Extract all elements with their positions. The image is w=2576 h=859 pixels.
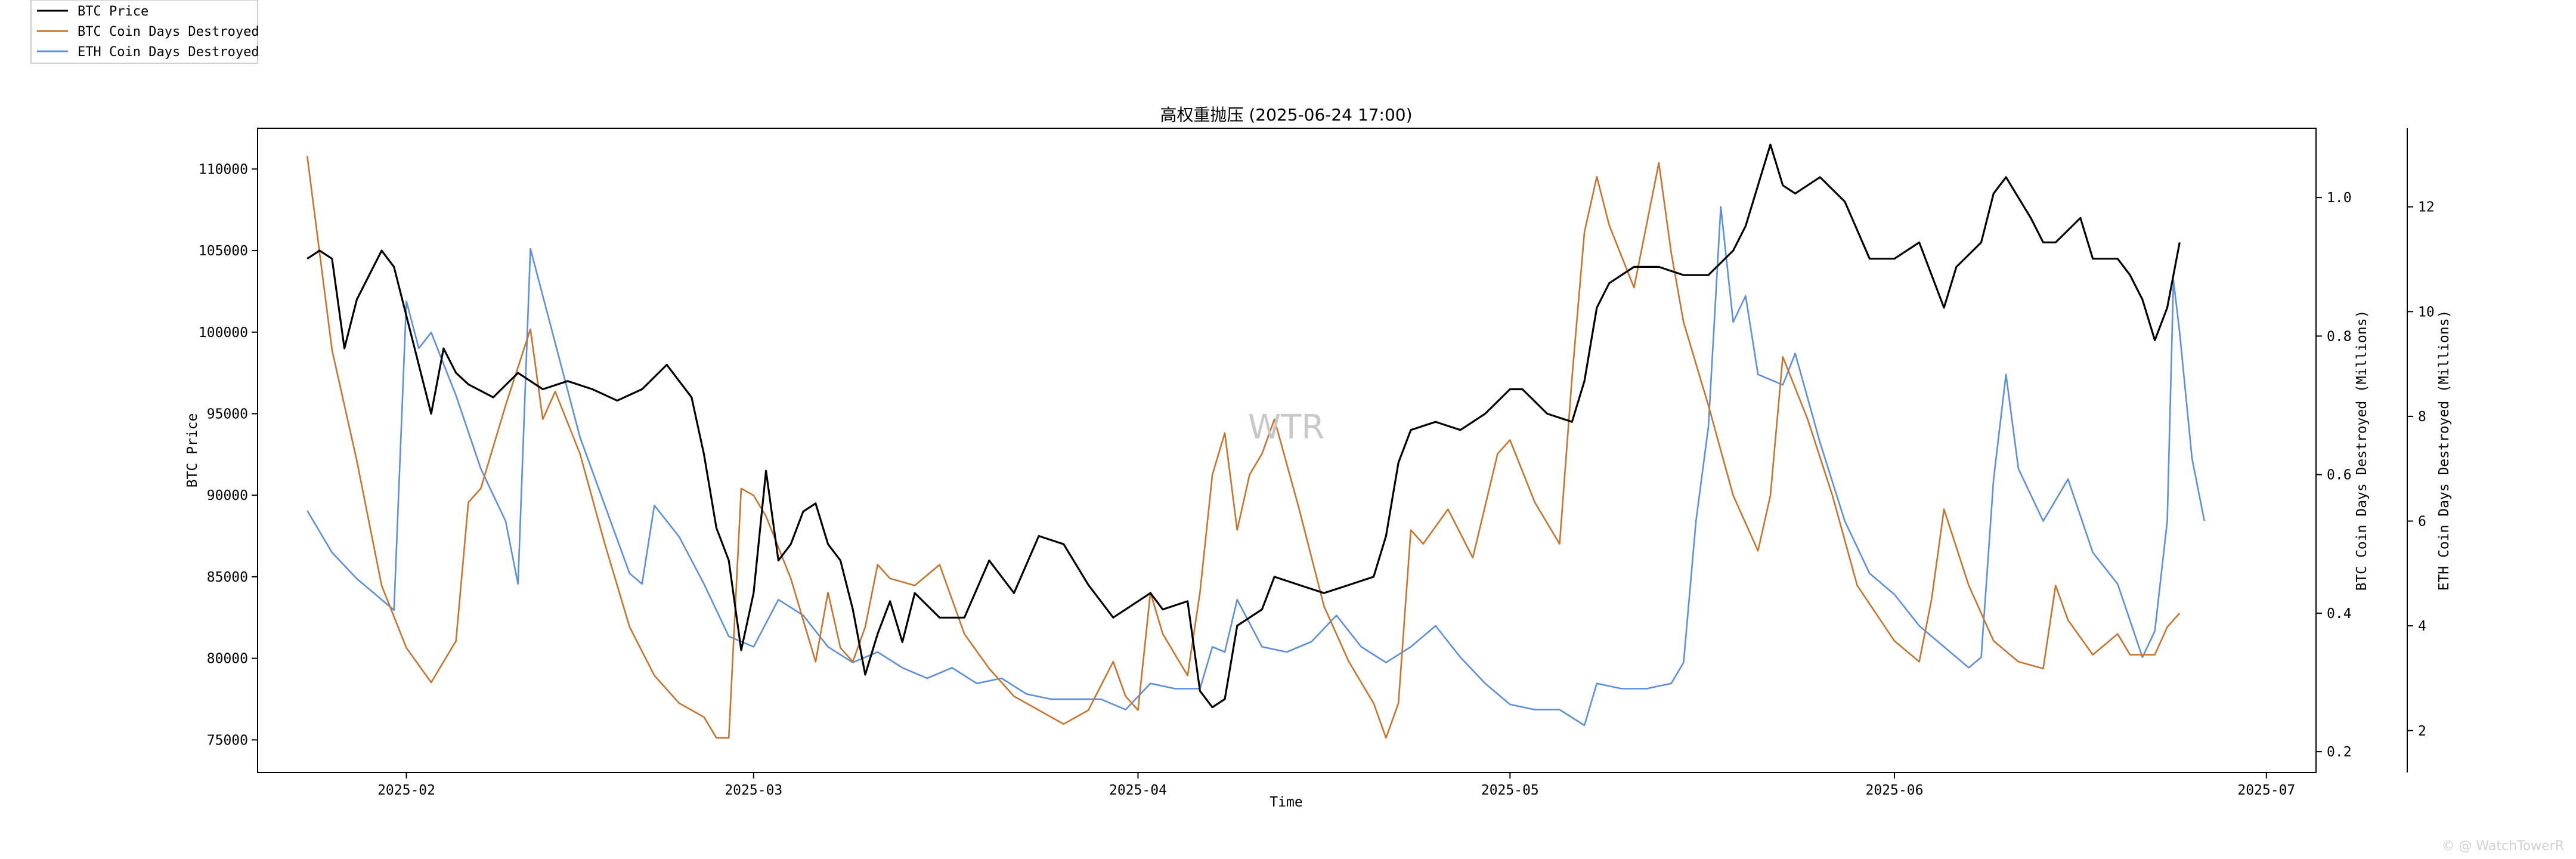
y-tick-label: 4 (2418, 619, 2426, 634)
legend: BTC Price BTC Coin Days Destroyed ETH Co… (30, 0, 259, 64)
x-tick-label: 2025-07 (2237, 783, 2295, 798)
x-tick-label: 2025-05 (1481, 783, 1539, 798)
price-axis-label: BTC Price (185, 413, 200, 488)
y-tick-label: 0.2 (2327, 744, 2352, 760)
series-btc-price-line (306, 143, 2181, 709)
plot-frame (257, 128, 2317, 773)
y-tick-label: 2 (2418, 724, 2426, 739)
y-tick-label: 1.0 (2327, 190, 2352, 206)
y-tick-label: 105000 (199, 243, 248, 259)
legend-frame (30, 0, 258, 64)
x-axis-label: Time (1270, 795, 1302, 810)
legend-label-btc-price: BTC Price (78, 4, 148, 19)
legend-label-eth-cdd: ETH Coin Days Destroyed (78, 45, 259, 60)
eth-cdd-axis: 2 4 6 8 10 12 (2407, 200, 2435, 739)
y-tick-label: 95000 (207, 406, 248, 422)
x-tick-label: 2025-02 (377, 783, 435, 798)
legend-label-btc-cdd: BTC Coin Days Destroyed (78, 24, 259, 39)
credit-watermark: © @ WatchTowerR (2442, 839, 2565, 854)
x-tick-label: 2025-06 (1865, 783, 1923, 798)
y-tick-label: 80000 (207, 651, 248, 667)
x-axis: 2025-02 2025-03 2025-04 2025-05 2025-06 2025-… (377, 773, 2295, 798)
y-tick-label: 12 (2418, 200, 2435, 215)
y-tick-label: 8 (2418, 409, 2426, 425)
watermark: WTR (1248, 408, 1325, 447)
y-tick-label: 90000 (207, 488, 248, 503)
series-eth-cdd-line (306, 206, 2206, 727)
series-btc-cdd-line (306, 156, 2181, 739)
x-tick-label: 2025-04 (1109, 783, 1167, 798)
btc-cdd-axis: 0.2 0.4 0.6 0.8 1.0 (2316, 190, 2352, 760)
chart-title: 高权重抛压 (2025-06-24 17:00) (1160, 105, 1412, 125)
y-tick-label: 0.8 (2327, 329, 2352, 344)
series-layer (306, 143, 2206, 739)
y-tick-label: 75000 (207, 733, 248, 748)
x-tick-label: 2025-03 (724, 783, 782, 798)
y-tick-label: 100000 (199, 325, 248, 341)
eth-cdd-axis-label: ETH Coin Days Destroyed (Millions) (2436, 310, 2452, 591)
y-tick-label: 0.4 (2327, 606, 2352, 622)
y-tick-label: 10 (2418, 304, 2435, 320)
y-tick-label: 85000 (207, 570, 248, 585)
y-tick-label: 0.6 (2327, 468, 2352, 483)
btc-cdd-axis-label: BTC Coin Days Destroyed (Millions) (2354, 310, 2370, 591)
y-tick-label: 110000 (199, 162, 248, 177)
y-tick-label: 6 (2418, 514, 2426, 530)
price-axis: 75000 80000 85000 90000 95000 100000 105000 110… (199, 162, 258, 748)
